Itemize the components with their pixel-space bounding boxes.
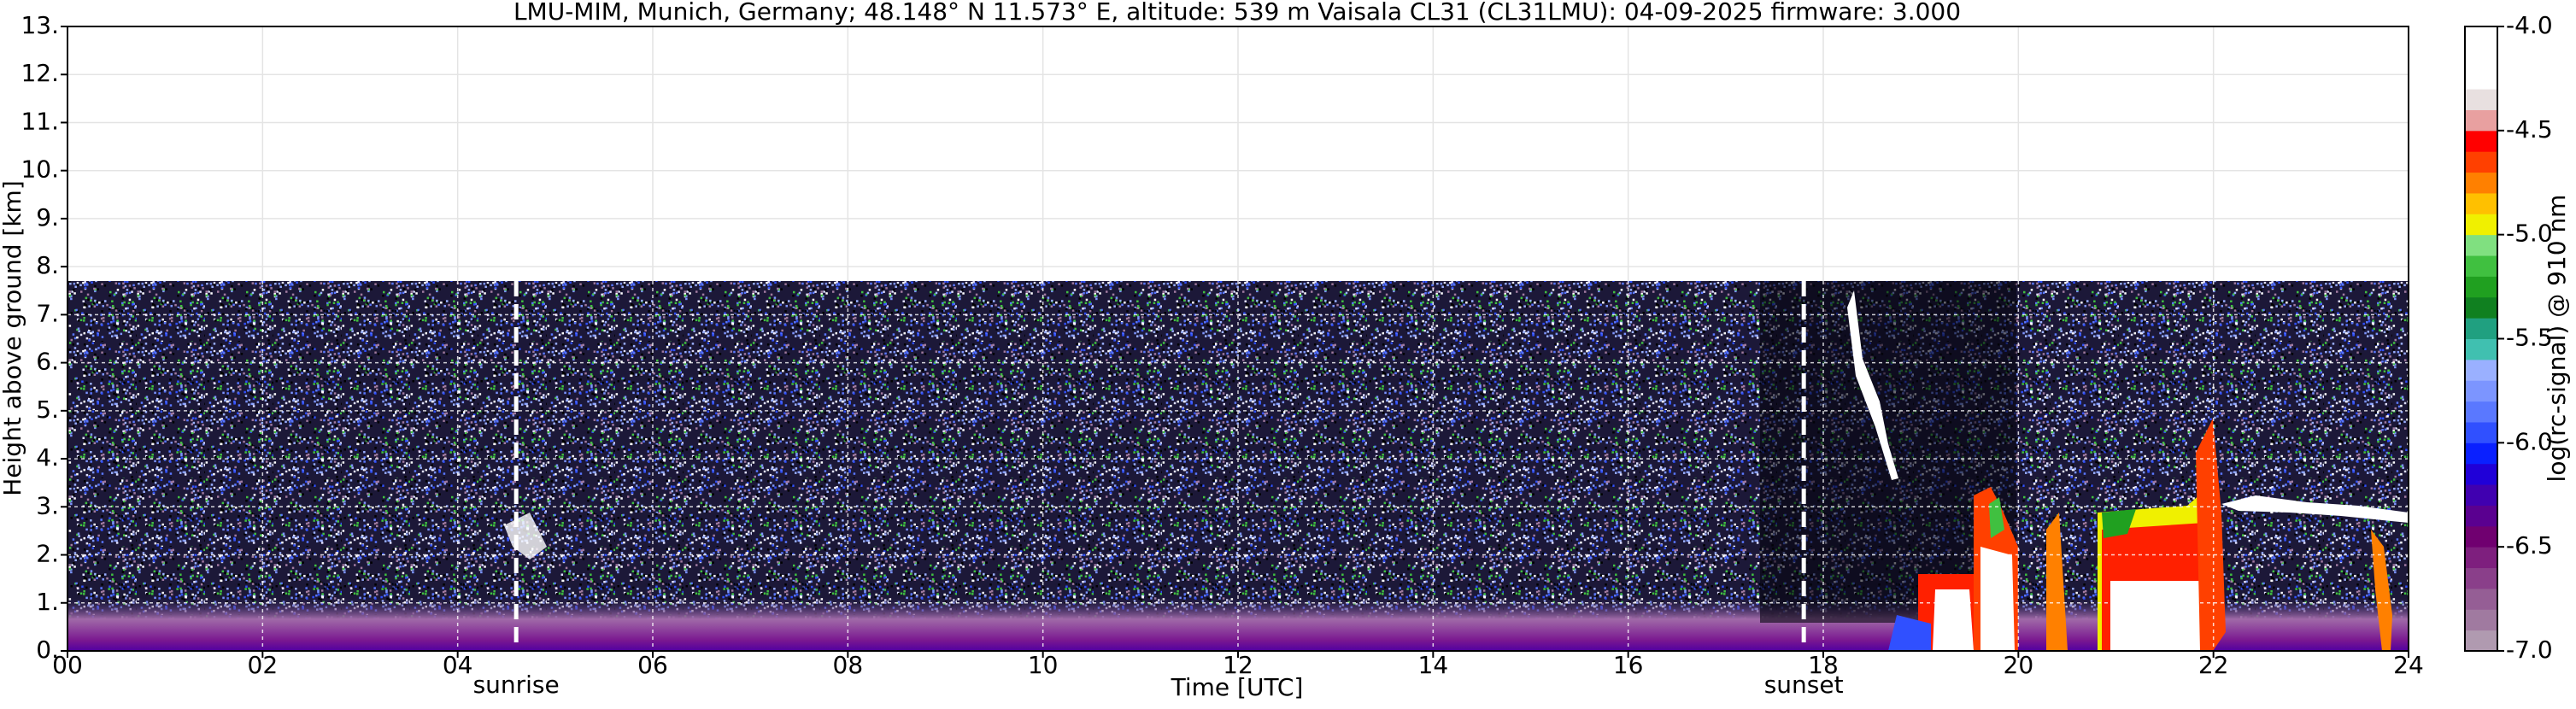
colorbar: -7.0 -6.5 -6.0 -5.5 -5.0 -4.5 -4.0 [2464,11,2553,664]
y-tick-label: 11. [21,107,59,135]
x-tick-label: 08 [833,651,864,679]
x-tick-label: 10 [1028,651,1059,679]
cloud [2196,419,2226,651]
colorbar-segment [2465,567,2497,589]
y-tick-label: 7. [36,299,59,327]
colorbar-segment [2465,234,2497,256]
x-tick-label: 02 [248,651,279,679]
colorbar-segment [2465,505,2497,527]
colorbar-segment [2465,214,2497,236]
colorbar-segment [2465,255,2497,277]
colorbar-tick-label: -5.5 [2506,324,2553,352]
y-axis-label: Height above ground [km] [0,180,26,496]
y-tick-label: 13. [21,11,59,39]
y-tick-label: 10. [21,155,59,184]
colorbar-segment [2465,630,2497,652]
colorbar-segment [2465,130,2497,152]
y-tick-label: 9. [36,203,59,231]
x-axis-label: Time [UTC] [1171,673,1304,701]
y-tick-label: 0. [36,636,59,664]
y-tick-label: 5. [36,396,59,424]
x-tick-label: 22 [2198,651,2229,679]
colorbar-segment [2465,318,2497,339]
x-tick-label: 06 [637,651,668,679]
colorbar-segment [2465,109,2497,132]
y-tick-label: 3. [36,491,59,519]
colorbar-segment [2465,463,2497,485]
cloud [1989,497,2004,538]
colorbar-segment [2465,525,2497,548]
colorbar-segment [2465,401,2497,423]
cloud [1888,615,1931,651]
cloud [1847,290,1898,480]
colorbar-tick-label: -6.5 [2506,531,2553,560]
cloud [2221,495,2409,523]
marks: 0. 1. 2. 3. 4. 5. 6. 7. 8. 9. 10. 11. 12. 13. 00 02 04 06… [21,11,2423,699]
annotation-label: sunrise [473,671,560,699]
x-tick-label: 12 [1223,651,1253,679]
colorbar-segment [2465,89,2497,110]
colorbar-tick-label: -5.0 [2506,220,2553,248]
colorbar-segment [2465,296,2497,319]
colorbar-segment [2465,421,2497,443]
x-tick-label: 14 [1418,651,1449,679]
cloud [2046,513,2068,651]
colorbar-segment [2465,442,2497,465]
cloud [2110,581,2209,651]
colorbar-tick-label: -6.0 [2506,427,2553,455]
colorbar-segment [2465,547,2497,569]
cloud [1980,547,2015,651]
colorbar-segment [2465,26,2497,48]
colorbar-label: log(rc-signal) @ 910 nm [2543,195,2571,483]
colorbar-tick-label: -4.5 [2506,115,2553,144]
colorbar-segment [2465,47,2497,69]
x-tick-label: 04 [443,651,473,679]
x-tick-label: 00 [52,651,83,679]
x-tick-label: 24 [2393,651,2424,679]
y-tick-label: 12. [21,59,59,87]
colorbar-segment [2465,380,2497,402]
y-tick-label: 8. [36,251,59,279]
colorbar-segment [2465,172,2497,194]
y-tick-label: 6. [36,348,59,376]
x-tick-label: 20 [2004,651,2034,679]
colorbar-segment [2465,151,2497,173]
cloud [1933,589,1974,651]
colorbar-tick-label: -7.0 [2506,636,2553,664]
plot-frame [67,26,2409,652]
x-tick-label: 18 [1808,651,1839,679]
cloud [2102,509,2136,538]
y-tick-label: 4. [36,443,59,472]
colorbar-segment [2465,276,2497,298]
colorbar-segment [2465,609,2497,631]
colorbar-segment [2465,484,2497,506]
colorbar-segment [2465,192,2497,214]
chart-title: LMU-MIM, Munich, Germany; 48.148° N 11.5… [513,0,1961,26]
y-tick-label: 1. [36,588,59,616]
colorbar-segment [2465,588,2497,610]
x-tick-label: 16 [1613,651,1644,679]
y-tick-label: 2. [36,540,59,568]
colorbar-segment [2465,338,2497,360]
colorbar-segment [2465,67,2497,90]
cloud [2371,530,2392,651]
grid-over [67,281,2409,652]
colorbar-tick-label: -4.0 [2506,11,2553,39]
annotation-label: sunset [1764,671,1844,699]
colorbar-segment [2465,359,2497,381]
